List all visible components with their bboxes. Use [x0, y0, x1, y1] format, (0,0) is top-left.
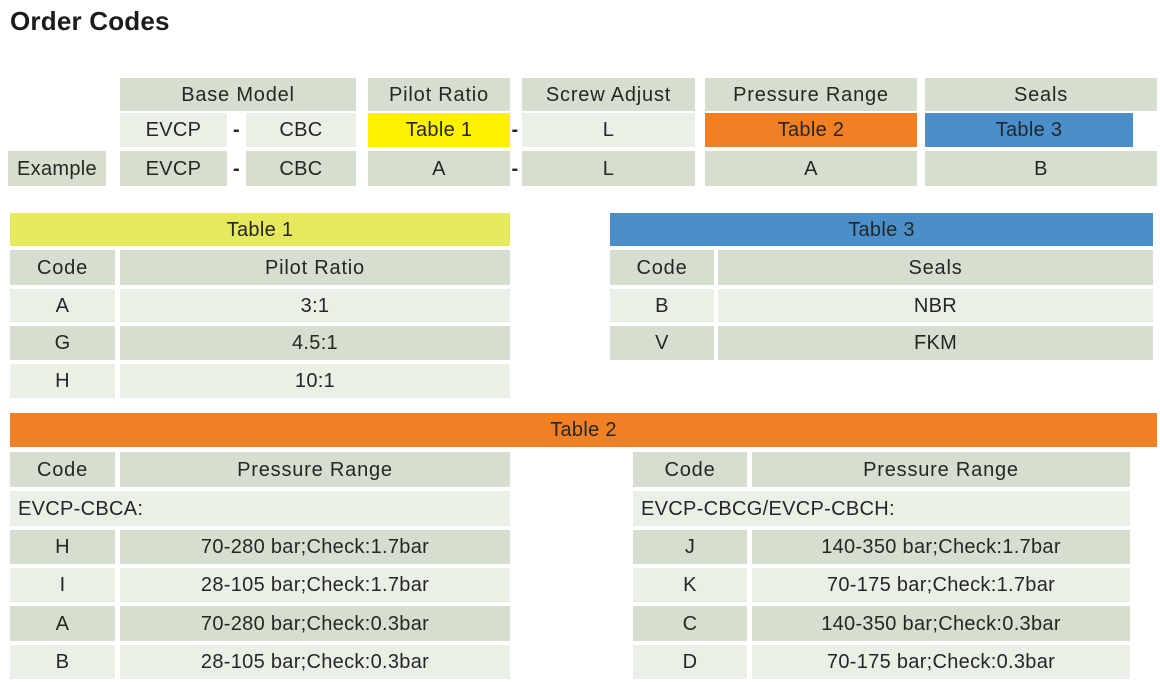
table-row: 3:1 [120, 289, 510, 322]
code-body: CBC [246, 113, 356, 147]
example-label: Example [8, 151, 106, 186]
page-title: Order Codes [10, 6, 170, 36]
table-row: H [10, 530, 115, 564]
code-pressure-table-ref: Table 2 [705, 113, 917, 147]
table-row: 28-105 bar;Check:1.7bar [120, 568, 510, 602]
table-row: I [10, 568, 115, 602]
table-2-right-header-value: Pressure Range [752, 452, 1130, 487]
table-row: 70-175 bar;Check:1.7bar [752, 568, 1130, 602]
code-pilot-table-ref: Table 1 [368, 113, 510, 147]
example-prefix: EVCP [120, 151, 227, 186]
table-row: NBR [718, 289, 1153, 322]
code-seals-table-ref: Table 3 [925, 113, 1133, 147]
table-1-header-value: Pilot Ratio [120, 250, 510, 285]
table-row: 70-280 bar;Check:1.7bar [120, 530, 510, 564]
example-seals: B [925, 151, 1157, 186]
table-row: A [10, 606, 115, 641]
table-row: G [10, 326, 115, 360]
table-row: B [10, 645, 115, 679]
table-3-title: Table 3 [610, 213, 1153, 246]
table-3-header-value: Seals [718, 250, 1153, 285]
table-1-header-code: Code [10, 250, 115, 285]
table-1-title: Table 1 [10, 213, 510, 246]
table-row: 4.5:1 [120, 326, 510, 360]
header-seals: Seals [925, 78, 1157, 111]
table-row: C [633, 606, 747, 641]
table-row: 10:1 [120, 364, 510, 398]
example-body: CBC [246, 151, 356, 186]
table-2-right-header-code: Code [633, 452, 747, 487]
table-2-right-group: EVCP-CBCG/EVCP-CBCH: [633, 491, 1130, 526]
code-dash-2: - [511, 119, 519, 141]
table-row: B [610, 289, 714, 322]
code-prefix: EVCP [120, 113, 227, 147]
table-2-left-header-value: Pressure Range [120, 452, 510, 487]
header-pressure-range: Pressure Range [705, 78, 917, 111]
table-row: 70-280 bar;Check:0.3bar [120, 606, 510, 641]
header-pilot-ratio: Pilot Ratio [368, 78, 510, 111]
table-row: K [633, 568, 747, 602]
table-row: J [633, 530, 747, 564]
table-row: 70-175 bar;Check:0.3bar [752, 645, 1130, 679]
example-pressure: A [705, 151, 917, 186]
table-2-title: Table 2 [10, 413, 1157, 447]
code-screw: L [522, 113, 695, 147]
table-3-header-code: Code [610, 250, 714, 285]
example-pilot: A [368, 151, 510, 186]
example-screw: L [522, 151, 695, 186]
header-screw-adjust: Screw Adjust [522, 78, 695, 111]
header-base-model: Base Model [120, 78, 356, 111]
example-dash-1: - [233, 157, 240, 180]
table-row: H [10, 364, 115, 398]
table-row: FKM [718, 326, 1153, 360]
table-2-left-group: EVCP-CBCA: [10, 491, 510, 526]
table-row: 28-105 bar;Check:0.3bar [120, 645, 510, 679]
table-row: 140-350 bar;Check:0.3bar [752, 606, 1130, 641]
table-row: 140-350 bar;Check:1.7bar [752, 530, 1130, 564]
table-row: V [610, 326, 714, 360]
table-row: D [633, 645, 747, 679]
table-2-left-header-code: Code [10, 452, 115, 487]
code-dash-1: - [233, 119, 240, 141]
table-row: A [10, 289, 115, 322]
example-dash-2: - [511, 157, 519, 180]
